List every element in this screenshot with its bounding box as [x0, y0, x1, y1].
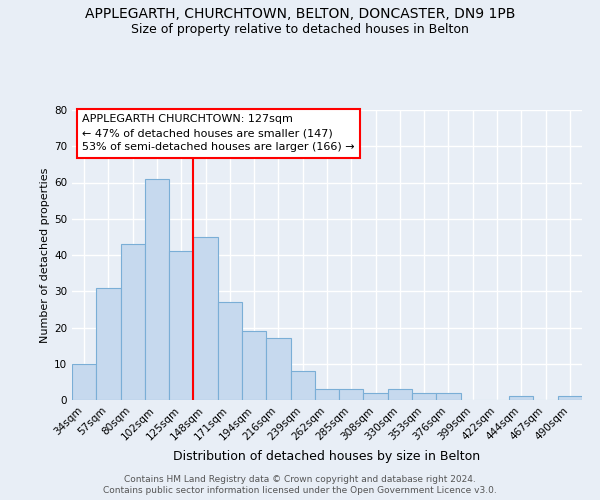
Bar	[96, 288, 121, 400]
Text: Contains public sector information licensed under the Open Government Licence v3: Contains public sector information licen…	[103, 486, 497, 495]
Bar	[412, 393, 436, 400]
Bar	[290, 371, 315, 400]
Bar	[339, 389, 364, 400]
X-axis label: Distribution of detached houses by size in Belton: Distribution of detached houses by size …	[173, 450, 481, 463]
Text: APPLEGARTH, CHURCHTOWN, BELTON, DONCASTER, DN9 1PB: APPLEGARTH, CHURCHTOWN, BELTON, DONCASTE…	[85, 8, 515, 22]
Bar	[242, 331, 266, 400]
Bar	[145, 179, 169, 400]
Bar	[193, 237, 218, 400]
Text: Size of property relative to detached houses in Belton: Size of property relative to detached ho…	[131, 22, 469, 36]
Bar	[388, 389, 412, 400]
Bar	[72, 364, 96, 400]
Bar	[121, 244, 145, 400]
Bar	[436, 393, 461, 400]
Bar	[558, 396, 582, 400]
Text: Contains HM Land Registry data © Crown copyright and database right 2024.: Contains HM Land Registry data © Crown c…	[124, 475, 476, 484]
Bar	[169, 252, 193, 400]
Bar	[315, 389, 339, 400]
Y-axis label: Number of detached properties: Number of detached properties	[40, 168, 50, 342]
Bar	[364, 393, 388, 400]
Bar	[509, 396, 533, 400]
Text: APPLEGARTH CHURCHTOWN: 127sqm
← 47% of detached houses are smaller (147)
53% of : APPLEGARTH CHURCHTOWN: 127sqm ← 47% of d…	[82, 114, 355, 152]
Bar	[266, 338, 290, 400]
Bar	[218, 302, 242, 400]
